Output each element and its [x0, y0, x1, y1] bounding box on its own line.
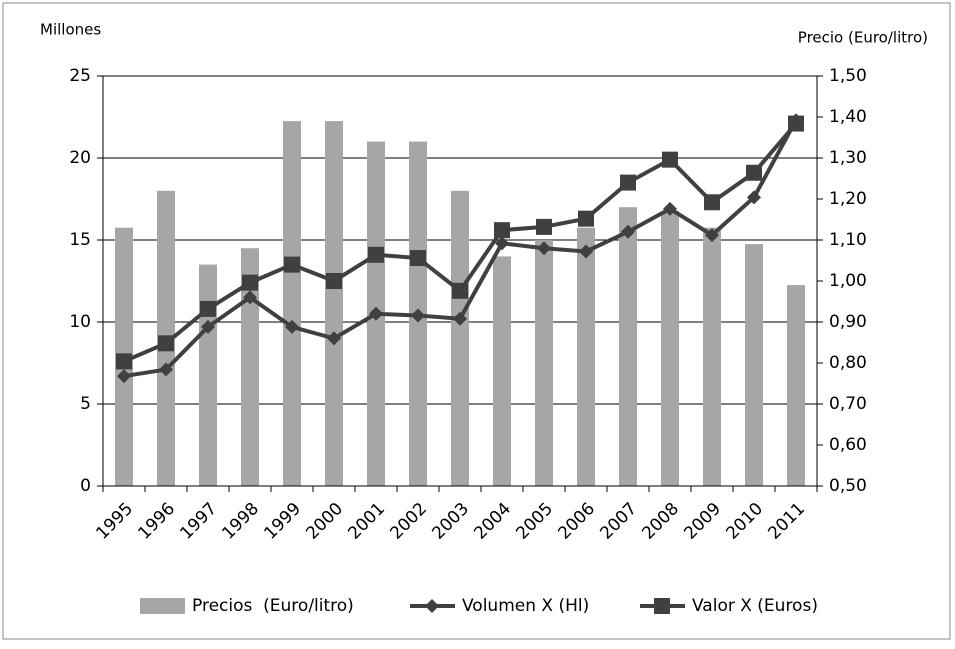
- marker: [578, 210, 594, 227]
- marker: [369, 306, 383, 321]
- bar: [451, 190, 469, 487]
- marker: [452, 282, 468, 299]
- y2-tick-label: 0,80: [829, 353, 867, 373]
- marker: [453, 311, 467, 326]
- bar: [745, 244, 763, 486]
- bar: [787, 285, 805, 486]
- marker: [368, 246, 384, 263]
- bar: [703, 227, 721, 486]
- marker: [494, 222, 510, 239]
- y-axis-label: Millones: [40, 21, 101, 39]
- y2-tick-label: 1,00: [829, 271, 867, 291]
- marker: [116, 353, 132, 370]
- marker: [243, 290, 257, 305]
- marker: [159, 362, 173, 377]
- y2-tick-label: 0,60: [829, 435, 867, 455]
- y2-axis-label: Precio (Euro/litro): [798, 29, 928, 47]
- y-tick-label: 0: [80, 476, 91, 496]
- marker: [662, 151, 678, 168]
- legend-swatch: [140, 598, 185, 614]
- y-tick-label: 5: [80, 394, 91, 414]
- y2-tick-label: 0,50: [829, 476, 867, 496]
- bar: [619, 207, 637, 486]
- marker: [663, 201, 677, 216]
- marker: [747, 190, 761, 205]
- marker: [495, 236, 509, 251]
- marker: [117, 369, 131, 384]
- marker: [705, 228, 719, 243]
- marker: [326, 273, 342, 289]
- y2-tick-label: 0,70: [829, 394, 867, 414]
- marker: [242, 274, 258, 291]
- y2-tick-label: 1,30: [829, 148, 867, 168]
- bar: [199, 264, 217, 486]
- marker: [200, 300, 216, 317]
- y2-tick-label: 1,10: [829, 230, 867, 250]
- legend-label: Valor X (Euros): [692, 596, 818, 616]
- y2-tick-label: 1,40: [829, 107, 867, 127]
- bar: [493, 256, 511, 486]
- marker: [425, 599, 439, 613]
- marker: [410, 250, 426, 267]
- y2-tick-label: 1,50: [829, 66, 867, 86]
- y-tick-label: 10: [69, 312, 91, 332]
- marker: [285, 319, 299, 334]
- marker: [654, 598, 670, 614]
- marker: [411, 308, 425, 323]
- bar: [283, 121, 301, 486]
- marker: [158, 335, 174, 352]
- bar: [577, 227, 595, 486]
- marker: [327, 331, 341, 346]
- marker: [704, 194, 720, 211]
- y2-tick-label: 1,20: [829, 189, 867, 209]
- bar: [661, 211, 679, 487]
- marker: [746, 164, 762, 181]
- marker: [537, 241, 551, 256]
- legend-label: Precios (Euro/litro): [192, 596, 354, 616]
- marker: [620, 174, 636, 191]
- y-tick-label: 20: [69, 148, 91, 168]
- marker: [579, 244, 593, 259]
- marker: [536, 218, 552, 235]
- y-tick-label: 15: [69, 230, 91, 250]
- legend-label: Volumen X (Hl): [462, 596, 589, 616]
- y-tick-label: 25: [69, 66, 91, 86]
- marker: [201, 319, 215, 334]
- frame: [2, 2, 951, 640]
- bar: [325, 121, 343, 486]
- marker: [788, 115, 804, 132]
- bar: [535, 240, 553, 486]
- marker: [621, 224, 635, 239]
- bar: [241, 248, 259, 486]
- y2-tick-label: 0,90: [829, 312, 867, 332]
- marker: [284, 256, 300, 273]
